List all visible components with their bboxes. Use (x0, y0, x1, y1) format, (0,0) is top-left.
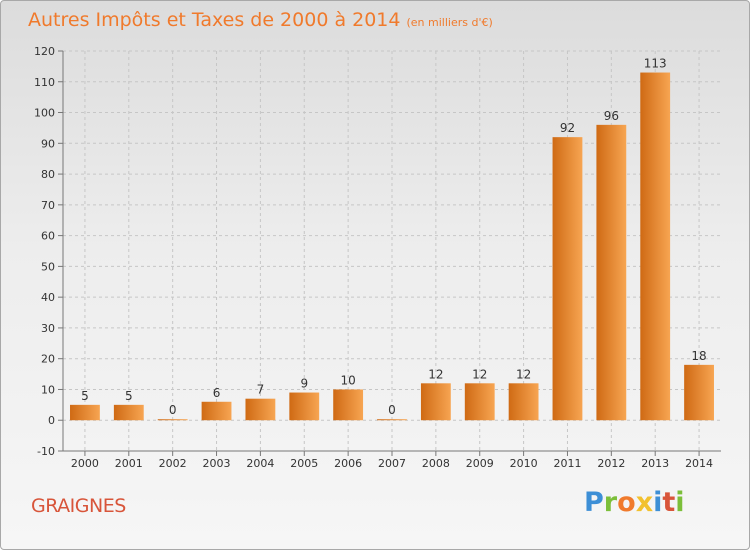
logo-letter: i (675, 487, 685, 518)
bar-2002 (157, 419, 188, 421)
y-tick-label: 40 (41, 291, 55, 304)
logo-letter: P (584, 487, 604, 518)
y-tick-label: 80 (41, 168, 55, 181)
bars (70, 72, 714, 421)
x-tick-label: 2009 (466, 457, 494, 470)
bar-2011 (552, 137, 583, 421)
x-tick-label: 2014 (685, 457, 713, 470)
bar-2013 (640, 72, 671, 421)
chart-title-text: Autres Impôts et Taxes de 2000 à 2014 (28, 9, 401, 31)
data-label-2005: 9 (300, 377, 308, 391)
logo-letter: i (653, 487, 663, 518)
bar-2014 (684, 364, 714, 421)
data-label-2012: 96 (604, 109, 619, 123)
proxiti-logo: Proxiti (584, 487, 685, 518)
x-tick-label: 2000 (71, 457, 99, 470)
y-tick-label: -10 (37, 445, 55, 458)
x-tick-label: 2011 (553, 457, 581, 470)
bar-2009 (464, 383, 495, 421)
data-label-2008: 12 (428, 367, 443, 381)
data-label-2004: 7 (257, 383, 265, 397)
data-label-2010: 12 (516, 367, 531, 381)
bar-2005 (289, 392, 320, 421)
data-label-2013: 113 (644, 57, 667, 71)
y-tick-label: 20 (41, 353, 55, 366)
x-tick-label: 2003 (203, 457, 231, 470)
logo-letter: t (662, 487, 676, 518)
y-tick-label: 110 (34, 76, 55, 89)
data-label-2000: 5 (81, 389, 89, 403)
data-label-2007: 0 (388, 403, 396, 417)
data-labels: 5 5 0 6 7 9 10 0 12 12 12 92 96 113 18 (81, 57, 707, 418)
bar-2012 (596, 124, 627, 421)
y-tick-label: 30 (41, 322, 55, 335)
chart-subtitle: (en milliers d'€) (406, 16, 493, 29)
y-tick-label: 10 (41, 383, 55, 396)
bar-2003 (201, 401, 232, 421)
x-tick-label: 2005 (290, 457, 318, 470)
y-tick-label: 90 (41, 137, 55, 150)
data-label-2006: 10 (340, 373, 355, 387)
y-tick-label: 50 (41, 260, 55, 273)
logo-letter: r (603, 487, 618, 518)
y-tick-label: 60 (41, 230, 55, 243)
x-tick-label: 2012 (597, 457, 625, 470)
bar-2004 (245, 398, 276, 421)
y-tick-label: 0 (48, 414, 55, 427)
logo-letter: x (635, 487, 654, 518)
bar-2010 (508, 383, 539, 421)
chart-title: Autres Impôts et Taxes de 2000 à 2014 (en… (28, 9, 493, 31)
x-tick-label: 2010 (510, 457, 538, 470)
data-label-2003: 6 (213, 386, 221, 400)
x-tick-label: 2001 (115, 457, 143, 470)
bar-2000 (70, 404, 100, 421)
x-tick-label: 2008 (422, 457, 450, 470)
x-tick-label: 2007 (378, 457, 406, 470)
bar-2008 (420, 383, 451, 421)
place-name: GRAIGNES (31, 495, 126, 517)
data-label-2001: 5 (125, 389, 133, 403)
bar-2007 (377, 419, 407, 421)
bar-2001 (113, 404, 144, 421)
x-tick-label: 2013 (641, 457, 669, 470)
y-tick-label: 70 (41, 199, 55, 212)
data-label-2011: 92 (560, 121, 575, 135)
x-tick-label: 2002 (159, 457, 187, 470)
logo-letter: o (617, 487, 636, 518)
y-tick-label: 100 (34, 107, 55, 120)
x-tick-label: 2004 (246, 457, 274, 470)
data-label-2009: 12 (472, 367, 487, 381)
y-tick-label: 120 (34, 45, 55, 58)
bar-2006 (333, 389, 364, 421)
data-label-2014: 18 (691, 349, 706, 363)
x-tick-label: 2006 (334, 457, 362, 470)
data-label-2002: 0 (169, 403, 177, 417)
